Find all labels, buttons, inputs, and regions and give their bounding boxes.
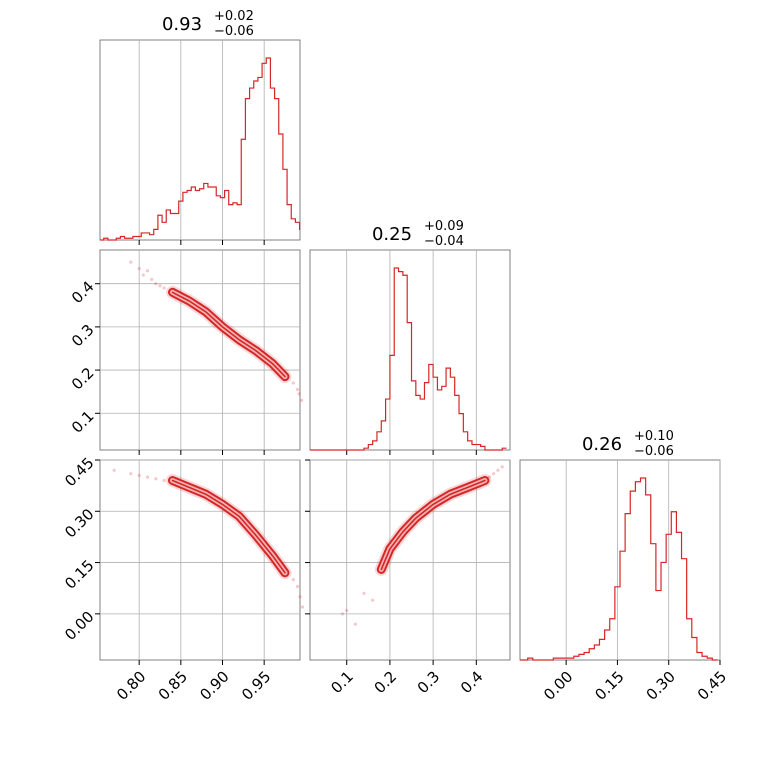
scatter-point <box>300 605 305 609</box>
param-title-plus-2: +0.10 <box>634 429 674 444</box>
param-title-0: 0.93 <box>162 14 202 35</box>
scatter-point <box>291 381 295 385</box>
scatter-point <box>295 584 300 589</box>
hist-1-frame <box>309 249 511 451</box>
panel-1-2-frame <box>309 459 511 661</box>
x-tick-label: 0.15 <box>591 668 627 704</box>
hist-0-frame <box>99 39 301 241</box>
scatter-point <box>298 595 302 599</box>
x-tick-label: 0.45 <box>694 668 730 704</box>
x-tick-label: 0.95 <box>238 668 274 704</box>
scatter-point <box>340 612 344 616</box>
x-tick-label: 0.80 <box>113 668 149 704</box>
scatter-point <box>291 578 295 582</box>
contour-inner <box>171 479 286 574</box>
contour-inner <box>380 479 486 571</box>
histogram-0 <box>100 57 301 241</box>
x-tick-label: 0.90 <box>196 668 232 704</box>
y-tick-label: 0.4 <box>68 278 98 308</box>
panel-0-1-frame <box>99 249 301 451</box>
scatter-point <box>297 392 301 396</box>
scatter-point <box>137 266 141 271</box>
param-title-2: 0.26 <box>582 434 622 455</box>
y-tick-label: 0.1 <box>68 407 98 437</box>
scatter-point <box>145 269 150 273</box>
scatter-point <box>500 465 504 469</box>
scatter-point <box>154 477 158 481</box>
scatter-point <box>112 468 116 472</box>
param-title-minus-0: −0.06 <box>214 24 254 39</box>
y-tick-label: 0.45 <box>61 454 97 490</box>
scatter-point <box>129 472 133 476</box>
param-title-1: 0.25 <box>372 224 412 245</box>
x-tick-label: 0.3 <box>414 668 444 698</box>
x-tick-label: 0.85 <box>155 668 191 704</box>
scatter-point <box>345 608 349 613</box>
x-tick-label: 0.4 <box>457 668 487 698</box>
x-tick-label: 0.00 <box>540 668 576 704</box>
param-title-plus-1: +0.09 <box>424 219 464 234</box>
scatter-point <box>491 472 496 476</box>
y-tick-label: 0.3 <box>68 321 98 351</box>
scatter-point <box>129 260 133 264</box>
scatter-point <box>362 591 366 595</box>
x-tick-label: 0.2 <box>371 668 401 698</box>
scatter-point <box>145 475 150 479</box>
y-tick-label: 0.15 <box>61 556 97 592</box>
contour-inner <box>171 291 286 378</box>
scatter-point <box>141 273 145 277</box>
param-title-minus-1: −0.04 <box>424 234 464 249</box>
param-title-plus-0: +0.02 <box>214 9 254 24</box>
scatter-point <box>371 598 375 602</box>
x-tick-label: 0.1 <box>327 668 357 698</box>
scatter-point <box>300 398 304 402</box>
param-title-minus-2: −0.06 <box>634 444 674 459</box>
histogram-2 <box>520 477 718 661</box>
y-tick-label: 0.00 <box>61 608 97 644</box>
scatter-point <box>137 473 141 477</box>
histogram-1 <box>310 267 507 451</box>
y-tick-label: 0.30 <box>61 505 97 541</box>
scatter-point <box>496 468 500 472</box>
scatter-point <box>162 478 166 483</box>
scatter-point <box>162 286 166 290</box>
scatter-point <box>150 277 154 281</box>
scatter-point <box>295 387 300 392</box>
scatter-point <box>158 284 162 288</box>
x-tick-label: 0.30 <box>643 668 679 704</box>
y-tick-label: 0.2 <box>68 364 98 394</box>
scatter-point <box>353 622 357 626</box>
scatter-point <box>154 282 158 286</box>
density-outer <box>166 474 292 580</box>
